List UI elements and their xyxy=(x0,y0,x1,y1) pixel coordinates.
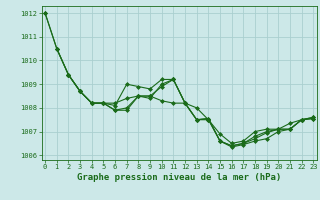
X-axis label: Graphe pression niveau de la mer (hPa): Graphe pression niveau de la mer (hPa) xyxy=(77,173,281,182)
